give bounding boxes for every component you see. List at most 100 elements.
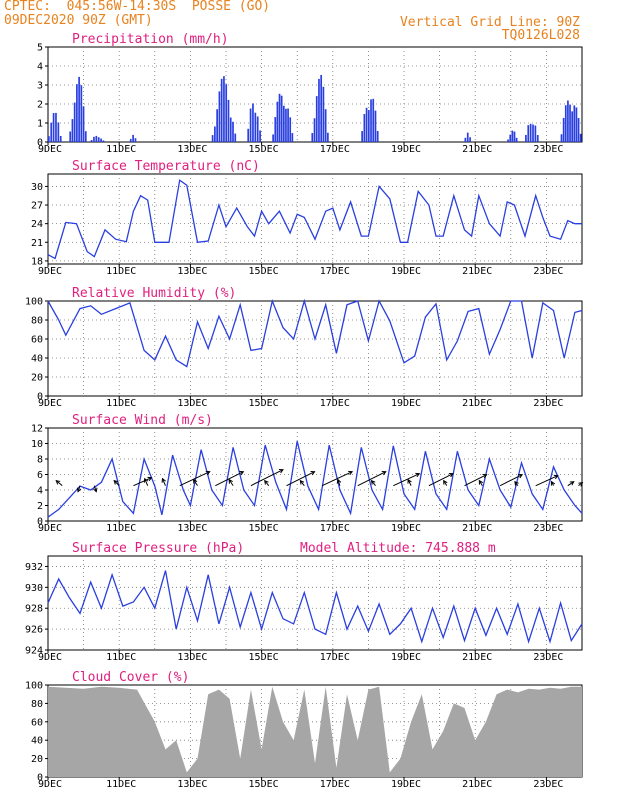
rh-xtick-label: 17DEC	[320, 398, 350, 409]
wind-xtick-label: 19DEC	[391, 523, 421, 534]
precip-bar	[464, 137, 467, 142]
precip-bar	[216, 109, 218, 142]
wind-xtick-label: 9DEC	[38, 523, 62, 534]
temp-panel	[45, 173, 583, 267]
wind-ytick-label: 10	[31, 439, 43, 450]
wind-arrow	[567, 481, 575, 487]
precip-bar	[372, 98, 375, 142]
cloud-xtick-label: 11DEC	[106, 779, 136, 790]
precip-bar	[48, 136, 50, 142]
precip-bar	[274, 117, 277, 142]
rh-xtick-label: 9DEC	[38, 398, 62, 409]
pressure-xtick-label: 19DEC	[391, 652, 421, 663]
precip-bar	[220, 78, 223, 142]
wind-arrow	[393, 473, 420, 487]
wind-arrow	[193, 479, 198, 486]
cloud-panel	[45, 684, 583, 780]
precip-title: Precipitation (mm/h)	[72, 32, 229, 47]
header-left-line2: 09DEC2020 90Z (GMT)	[4, 13, 153, 28]
cloud-ytick-label: 80	[31, 699, 43, 710]
wind-xtick-label: 13DEC	[177, 523, 207, 534]
pressure-xtick-label: 13DEC	[177, 652, 207, 663]
wind-arrow-head	[143, 477, 149, 483]
rh-ytick-label: 0	[37, 392, 43, 403]
wind-arrow-head	[228, 478, 233, 484]
wind-arrow	[264, 480, 270, 486]
rh-ytick-label: 20	[31, 373, 43, 384]
rh-ytick-label: 80	[31, 316, 43, 327]
rh-ytick-label: 100	[25, 297, 43, 308]
wind-xtick-label: 23DEC	[533, 523, 563, 534]
wind-arrow	[464, 474, 487, 487]
rh-xtick-label: 19DEC	[391, 398, 421, 409]
precip-bar	[327, 132, 329, 142]
wind-arrow	[77, 485, 81, 492]
rh-xtick-label: 15DEC	[249, 398, 279, 409]
precip-bar	[218, 91, 221, 142]
precip-bar	[229, 117, 232, 142]
precip-bar	[55, 112, 57, 142]
precip-bar	[225, 84, 228, 142]
pressure-ytick-label: 924	[25, 646, 43, 657]
pressure-xtick-label: 17DEC	[320, 652, 350, 663]
precip-bar	[100, 138, 102, 142]
precip-bar	[272, 134, 274, 142]
wind-arrow	[337, 479, 341, 486]
pressure-ytick-label: 930	[25, 583, 43, 594]
precip-bar	[564, 105, 567, 142]
wind-arrow	[499, 474, 523, 487]
precip-bar	[507, 139, 509, 142]
wind-arrow-head	[336, 478, 342, 484]
precip-bar	[509, 134, 512, 142]
header-right-line2: TQ0126L028	[501, 28, 580, 43]
temp-frame	[47, 173, 583, 265]
precip-xtick-label: 9DEC	[38, 144, 62, 155]
precip-ytick-label: 0	[37, 138, 43, 149]
temp-xtick-label: 23DEC	[533, 266, 563, 277]
precip-bar	[80, 85, 83, 142]
precip-bar	[282, 105, 285, 142]
wind-arrow	[250, 469, 284, 487]
temp-xtick-label: 13DEC	[177, 266, 207, 277]
wind-ytick-label: 12	[31, 424, 43, 435]
wind-xtick-label: 17DEC	[320, 523, 350, 534]
precip-xtick-label: 13DEC	[177, 144, 207, 155]
wind-arrow-head	[147, 476, 153, 482]
precip-bar	[252, 103, 254, 142]
temp-line	[47, 179, 582, 260]
cloud-xtick-label: 17DEC	[320, 779, 350, 790]
precip-bar	[259, 130, 261, 142]
temp-ytick-label: 21	[31, 238, 43, 249]
precip-bar	[287, 108, 289, 142]
wind-arrow-head	[518, 474, 524, 479]
precip-bar	[367, 110, 370, 142]
wind-arrow-head	[550, 480, 556, 486]
cloud-xtick-label: 9DEC	[38, 779, 62, 790]
precip-bar	[560, 134, 563, 142]
temp-title: Surface Temperature (nC)	[72, 159, 260, 174]
precip-bar	[324, 109, 327, 142]
precip-bar	[529, 123, 532, 142]
cloud-xtick-label: 23DEC	[533, 779, 563, 790]
pressure-panel	[45, 555, 583, 653]
wind-ytick-label: 4	[37, 486, 43, 497]
precip-ytick-label: 3	[37, 81, 43, 92]
precip-bar	[469, 137, 471, 142]
precip-bar	[50, 122, 53, 142]
precip-bar	[232, 121, 234, 142]
wind-arrow	[299, 480, 305, 486]
precip-bar	[569, 104, 571, 142]
precip-bar	[536, 135, 539, 142]
cloud-xtick-label: 19DEC	[391, 779, 421, 790]
wind-arrow-head	[192, 478, 198, 484]
wind-arrow	[286, 471, 315, 487]
precip-xtick-label: 11DEC	[106, 144, 136, 155]
precip-bar	[361, 131, 363, 142]
precip-bar	[365, 107, 368, 142]
precip-bar	[562, 117, 565, 142]
cloud-ytick-label: 100	[25, 681, 43, 692]
precip-bar	[52, 113, 55, 142]
precip-bar	[376, 131, 379, 142]
pressure-xtick-label: 21DEC	[462, 652, 492, 663]
